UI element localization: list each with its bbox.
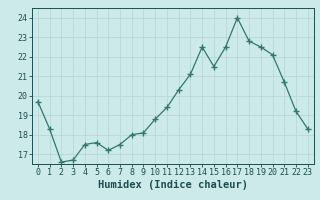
X-axis label: Humidex (Indice chaleur): Humidex (Indice chaleur) [98, 180, 248, 190]
